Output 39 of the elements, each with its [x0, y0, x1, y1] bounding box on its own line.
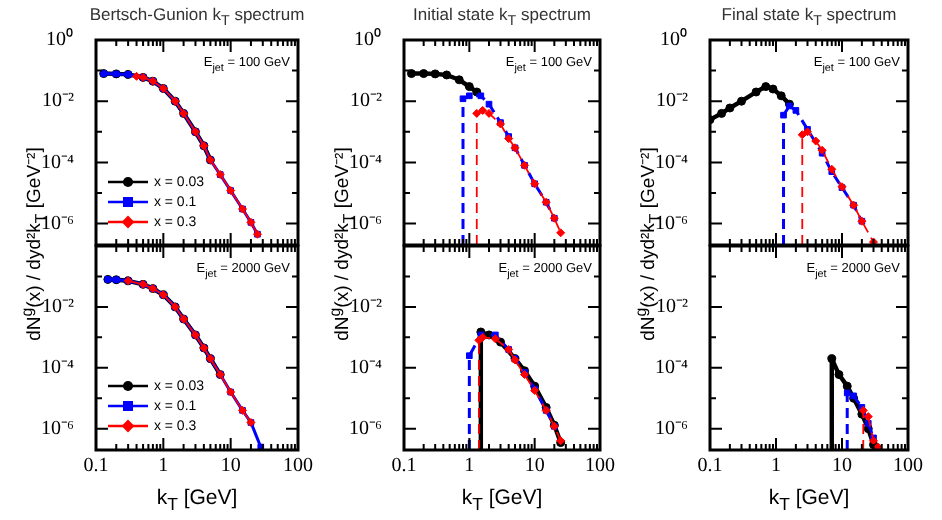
x-tick-label: 1	[771, 455, 781, 478]
x-tick-label: 100	[585, 455, 615, 478]
y-tick-label: 10⁰	[46, 27, 74, 52]
x-tick-label: 0.1	[697, 455, 723, 478]
y-tick-label: 10⁻⁶	[349, 417, 383, 440]
x-tick-label: 10	[832, 455, 852, 478]
y-tick-label: 10⁻²	[42, 90, 74, 113]
y-tick-label: 10⁻⁶	[349, 212, 383, 235]
x-tick-label: 1	[158, 455, 169, 478]
y-tick-label: 10⁻²	[656, 90, 688, 113]
x-tick-label: 0.1	[83, 455, 109, 478]
x-tick-label: 100	[893, 455, 923, 478]
y-tick-label: 10⁰	[660, 27, 688, 52]
y-tick-label: 10⁻⁴	[349, 151, 383, 174]
y-tick-label: 10⁻²	[656, 296, 688, 319]
x-tick-label: 10	[524, 455, 545, 478]
y-tick-label: 10⁻⁴	[655, 357, 689, 380]
y-tick-label: 10⁰	[354, 27, 382, 52]
x-tick-label: 100	[283, 455, 313, 478]
x-axis-title: k$_{T}$ [GeV]	[459, 486, 545, 515]
y-tick-label: 10⁻⁶	[41, 417, 75, 440]
x-tick-label: 1	[464, 455, 475, 478]
x-tick-label: 10	[220, 455, 241, 478]
y-tick-label: 10⁻²	[350, 296, 382, 319]
x-tick-label: 0.1	[391, 455, 417, 478]
y-tick-label: 10⁻²	[350, 90, 382, 113]
x-axis-title: k$_{T}$ [GeV]	[766, 486, 852, 515]
y-tick-label: 10⁻⁴	[655, 151, 689, 174]
y-tick-label: 10⁻⁴	[41, 151, 75, 174]
chart-title: Final state k$_{T}$ spectrum	[719, 4, 899, 30]
y-tick-label: 10⁻⁴	[41, 357, 75, 380]
x-axis-title: k$_{T}$ [GeV]	[154, 486, 240, 515]
y-tick-label: 10⁻²	[42, 296, 74, 319]
chart-title: Initial state k$_{T}$ spectrum	[411, 4, 593, 30]
y-tick-label: 10⁻⁶	[655, 212, 689, 235]
y-tick-label: 10⁻⁶	[41, 212, 75, 235]
chart-title: Bertsch-Gunion k$_{T}$ spectrum	[87, 4, 307, 30]
y-tick-label: 10⁻⁶	[655, 417, 689, 440]
y-tick-label: 10⁻⁴	[349, 357, 383, 380]
